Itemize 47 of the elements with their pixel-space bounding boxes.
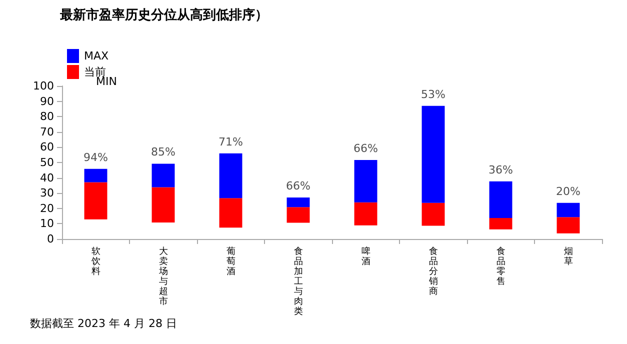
- chart-title: 最新市盈率历史分位从高到低排序）: [59, 7, 268, 23]
- annotation: 53%: [421, 88, 446, 101]
- bar: [84, 182, 108, 220]
- bar: [422, 106, 445, 203]
- annotation: 20%: [556, 184, 580, 198]
- y-tick-label: 40: [40, 171, 54, 184]
- bar: [489, 218, 512, 230]
- y-tick-label: 0: [47, 232, 54, 246]
- bar: [556, 202, 580, 218]
- y-tick-label: 60: [40, 140, 54, 154]
- y-tick-label: 70: [40, 125, 54, 138]
- y-tick-label: 20: [40, 202, 54, 215]
- bar: [152, 187, 175, 222]
- x-tick-label: 软饮料: [90, 246, 100, 277]
- bar: [152, 164, 175, 188]
- y-tick-label: 80: [40, 110, 54, 124]
- annotation: 85%: [151, 146, 176, 159]
- bar: [286, 207, 310, 223]
- bar: [354, 202, 378, 226]
- y-tick-label: 50: [40, 156, 54, 169]
- x-tick-label: 烟草: [564, 246, 573, 267]
- annotation: 36%: [488, 163, 513, 176]
- bar: [219, 198, 242, 228]
- y-tick-label: 90: [40, 94, 54, 108]
- y-tick-label: 10: [40, 217, 54, 230]
- annotation: 71%: [218, 135, 243, 148]
- x-tick-label: 食品零售: [496, 246, 506, 287]
- annotation: 66%: [286, 180, 310, 193]
- bar: [84, 168, 108, 182]
- legend-label: 当前: [84, 66, 106, 78]
- y-tick-label: 100: [33, 80, 54, 92]
- x-tick-label: 啤酒: [361, 246, 370, 267]
- x-tick-label: 食品加工与肉类: [294, 246, 303, 317]
- y-tick-label: 30: [40, 186, 54, 200]
- bar: [556, 217, 580, 234]
- bar: [422, 202, 445, 226]
- bar: [219, 153, 242, 198]
- legend-label: MAX: [84, 50, 110, 62]
- x-tick-label: 食品分销商: [428, 246, 438, 297]
- bar: [286, 198, 310, 208]
- annotation: 66%: [354, 142, 378, 156]
- bar: [354, 160, 378, 202]
- bar: [489, 181, 512, 218]
- annotation: 94%: [84, 150, 108, 164]
- text: 数据截至 2023 年 4 月 28 日: [30, 317, 177, 330]
- x-tick-label: 葡萄酒: [226, 246, 236, 277]
- x-tick-label: 大卖场与超市: [158, 246, 168, 307]
